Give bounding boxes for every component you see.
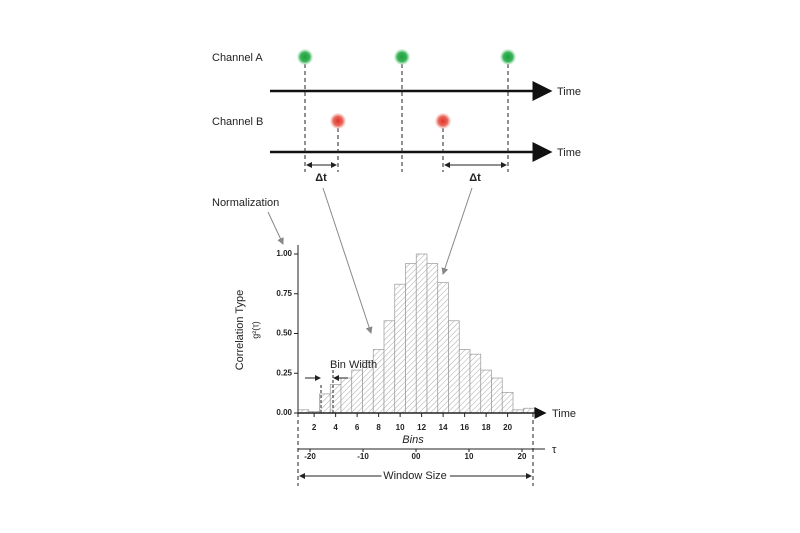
- bar: [458, 349, 471, 414]
- x-tick-label: 8: [376, 423, 381, 432]
- event-lines: [304, 57, 509, 172]
- bar: [480, 369, 492, 414]
- channel-a-label: Channel A: [212, 52, 263, 64]
- delta-label: Δt: [469, 172, 481, 184]
- x-tick-label: 14: [439, 423, 448, 432]
- tau-tick-label: 10: [465, 452, 474, 461]
- x-tick-label: 18: [482, 423, 491, 432]
- tau-tick-label: 20: [518, 452, 527, 461]
- bar: [329, 384, 342, 414]
- y-tick-label: 0.00: [276, 408, 292, 417]
- delta-label: Δt: [315, 172, 327, 184]
- time-label-b: Time: [557, 147, 581, 159]
- photon-b: [435, 113, 451, 129]
- bar: [351, 369, 363, 414]
- photon-a: [500, 49, 516, 65]
- channel-b-label: Channel B: [212, 116, 263, 128]
- pointer-arrow: [441, 187, 473, 275]
- bar: [383, 320, 396, 414]
- bins-label: Bins: [402, 434, 424, 446]
- tau-label: τ: [552, 444, 557, 456]
- x-tick-label: 20: [503, 423, 512, 432]
- y-tick-label: 0.50: [276, 329, 292, 338]
- y-axis-label: Correlation Type: [234, 290, 246, 371]
- bar: [469, 353, 482, 414]
- photon-b: [330, 113, 346, 129]
- pointer-arrow: [322, 187, 373, 334]
- bar: [448, 320, 460, 414]
- bin-width-label: Bin Width: [330, 359, 377, 371]
- window-label: Window Size: [383, 470, 447, 482]
- y-tick-label: 1.00: [276, 249, 292, 258]
- tau-tick-label: -10: [357, 452, 369, 461]
- tau-tick-label: -20: [304, 452, 316, 461]
- x-tick-label: 2: [312, 423, 317, 432]
- bar: [394, 283, 406, 414]
- x-tick-label: 10: [396, 423, 405, 432]
- x-tick-label: 12: [417, 423, 426, 432]
- x-axis-label: Time: [552, 408, 576, 420]
- histogram: [297, 253, 535, 414]
- bar: [501, 391, 514, 414]
- tau-tick-label: 00: [412, 452, 421, 461]
- bar: [491, 377, 503, 414]
- bar: [340, 377, 353, 414]
- photon-a: [297, 49, 313, 65]
- photon-a: [394, 49, 410, 65]
- time-label-a: Time: [557, 86, 581, 98]
- pointer-arrow: [267, 211, 284, 245]
- x-tick-label: 16: [460, 423, 469, 432]
- bar: [437, 282, 449, 414]
- bar: [426, 263, 439, 414]
- normalization-label: Normalization: [212, 197, 279, 209]
- y-tick-label: 0.75: [276, 289, 292, 298]
- x-tick-label: 4: [333, 423, 338, 432]
- x-tick-label: 6: [355, 423, 360, 432]
- y-axis-sublabel: g²(τ): [250, 321, 260, 339]
- bar: [415, 253, 428, 414]
- bar: [405, 263, 417, 414]
- y-tick-label: 0.25: [276, 368, 292, 377]
